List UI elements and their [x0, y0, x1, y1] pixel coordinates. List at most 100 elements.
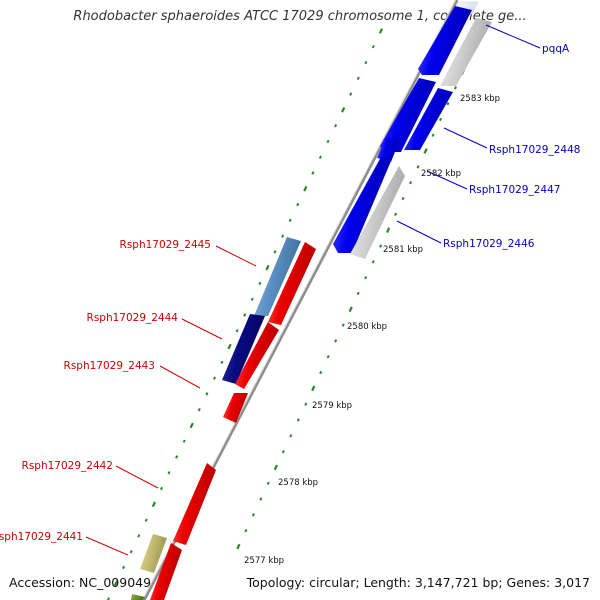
- scale-tick: [289, 434, 293, 438]
- gene-label-Rsph17029_2441[interactable]: Rsph17029_2441: [0, 531, 83, 543]
- gene-Rsph17029_2442-feature[interactable]: [173, 463, 216, 545]
- gene-Rsph17029_2441-feature[interactable]: [140, 534, 167, 573]
- gene-Rsph17029_2445-feature[interactable]: [254, 237, 301, 316]
- tick-label-2581: 2581 kbp: [383, 245, 423, 255]
- leader-Rsph17029_2448: [443, 127, 488, 149]
- gene-feature[interactable]: [223, 393, 248, 423]
- scale-tick: [394, 212, 398, 217]
- scale-tick: [220, 360, 224, 365]
- scale-tick: [122, 565, 126, 570]
- gene-Rsph17029_2448-feature[interactable]: [380, 78, 436, 152]
- tick-labels: 2583 kbp 2582 kbp 2581 kbp 2580 kbp 2579…: [244, 94, 500, 566]
- gene-label-Rsph17029_2448[interactable]: Rsph17029_2448: [489, 144, 580, 156]
- leader-Rsph17029_2441: [85, 536, 129, 556]
- gene-feature[interactable]: [150, 543, 182, 600]
- gene-label-Rsph17029_2446[interactable]: Rsph17029_2446: [443, 238, 535, 250]
- scale-tick: [401, 196, 405, 201]
- scale-tick: [431, 133, 435, 137]
- scale-tick: [197, 407, 201, 412]
- scale-tick: [326, 354, 330, 359]
- scale-tick: [296, 418, 300, 422]
- leader-Rsph17029_2446: [396, 220, 442, 244]
- scale-tick: [453, 86, 458, 90]
- scale-tick: [258, 281, 262, 286]
- scale-tick: [334, 123, 338, 128]
- scale-tick: [266, 481, 270, 485]
- scale-tick: [182, 439, 186, 443]
- tick-label-2579: 2579 kbp: [312, 401, 352, 411]
- scale-tick: [379, 244, 383, 248]
- gene-feature[interactable]: [350, 166, 405, 259]
- scale-tick: [113, 580, 119, 587]
- scale-tick: [341, 107, 346, 113]
- scale-tick: [348, 306, 353, 313]
- scale-tick: [304, 402, 308, 406]
- gene-Rsph17029_2443-feature[interactable]: [235, 322, 279, 389]
- leader-Rsph17029_2442: [115, 465, 159, 489]
- tick-label-2580: 2580 kbp: [347, 322, 387, 332]
- scale-tick: [227, 343, 232, 350]
- gene-labels: pqqA Rsph17029_2448 Rsph17029_2447 Rsph1…: [0, 43, 580, 543]
- scale-tick: [205, 392, 209, 396]
- scale-tick: [378, 28, 384, 34]
- gene-feature[interactable]: [131, 594, 145, 600]
- gene-label-Rsph17029_2443[interactable]: Rsph17029_2443: [64, 360, 155, 372]
- scale-tick: [259, 497, 263, 501]
- label-leaders: [85, 24, 541, 556]
- scale-tick: [137, 534, 141, 538]
- scale-tick: [416, 165, 420, 169]
- gene-Rsph17029_2446-feature[interactable]: [333, 157, 391, 253]
- gene-label-pqqA[interactable]: pqqA: [542, 43, 570, 55]
- scale-tick: [438, 117, 443, 122]
- scale-tick: [189, 422, 194, 429]
- tick-label-2583: 2583 kbp: [460, 94, 500, 104]
- scale-tick: [159, 486, 164, 491]
- scale-tick: [356, 291, 360, 296]
- scale-tick: [244, 528, 248, 533]
- scale-tick: [129, 549, 133, 554]
- scale-tick: [250, 297, 254, 301]
- gene-feature[interactable]: [418, 6, 472, 75]
- scale-tick: [273, 250, 277, 254]
- tick-label-2582: 2582 kbp: [421, 169, 461, 179]
- scale-tick: [265, 264, 270, 271]
- tick-label-2577: 2577 kbp: [244, 556, 284, 566]
- gene-label-Rsph17029_2445[interactable]: Rsph17029_2445: [120, 239, 211, 251]
- scale-tick: [311, 385, 316, 392]
- scale-tick: [303, 185, 308, 192]
- scale-tick: [356, 76, 360, 81]
- tick-track-inner: [106, 28, 384, 600]
- scale-tick: [296, 202, 300, 207]
- scale-tick: [371, 260, 375, 264]
- tick-track-outer: [236, 69, 466, 550]
- scale-tick: [364, 60, 368, 65]
- scale-tick: [212, 376, 217, 380]
- accession-text: Accession: NC_009049: [9, 575, 152, 590]
- tick-label-2578: 2578 kbp: [278, 478, 318, 488]
- scale-tick: [423, 148, 428, 154]
- gene-label-Rsph17029_2444[interactable]: Rsph17029_2444: [87, 312, 179, 324]
- scale-tick: [319, 370, 323, 375]
- scale-tick: [311, 171, 315, 175]
- scale-tick: [386, 227, 391, 233]
- scale-tick: [318, 155, 322, 159]
- scale-tick: [251, 513, 255, 517]
- gene-feature[interactable]: [440, 18, 492, 86]
- gene-label-Rsph17029_2447[interactable]: Rsph17029_2447: [469, 184, 560, 196]
- scale-tick: [273, 464, 278, 471]
- scale-tick: [281, 234, 285, 238]
- leader-Rsph17029_2444: [181, 318, 223, 340]
- gene-feature[interactable]: [404, 88, 453, 150]
- scale-tick: [288, 218, 292, 223]
- leader-pqqA: [485, 24, 541, 49]
- gene-Rsph17029_2444-feature[interactable]: [222, 314, 265, 384]
- leader-Rsph17029_2447: [426, 170, 468, 190]
- leader-Rsph17029_2445: [215, 245, 257, 267]
- scale-tick: [326, 139, 330, 144]
- gene-label-Rsph17029_2442[interactable]: Rsph17029_2442: [22, 460, 113, 472]
- gene-feature[interactable]: [268, 242, 316, 325]
- topology-summary: Topology: circular; Length: 3,147,721 bp…: [246, 575, 590, 590]
- scale-tick: [364, 275, 368, 280]
- gene-Rsph17029_2447-feature[interactable]: [377, 137, 400, 162]
